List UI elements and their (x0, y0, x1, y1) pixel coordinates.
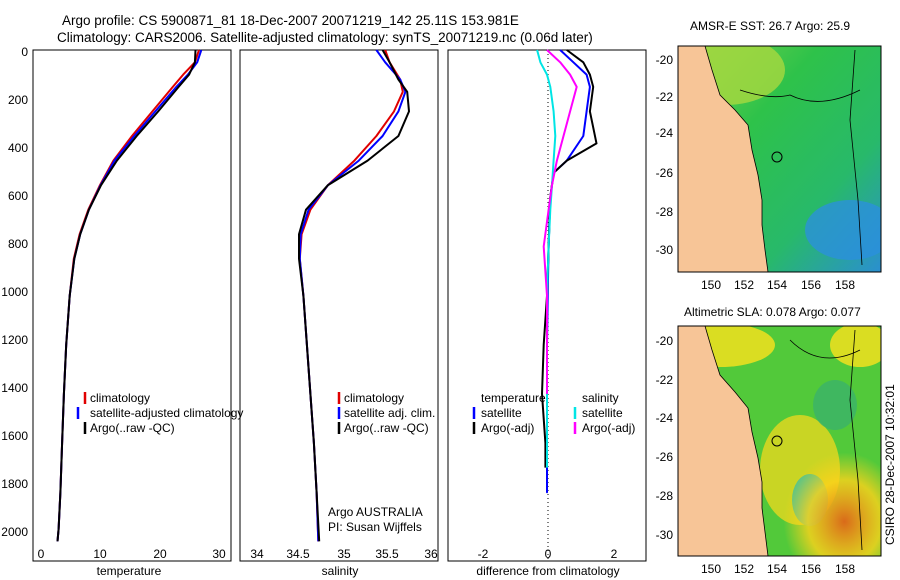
depth-tick-label: 1200 (1, 333, 28, 347)
sal-argo-diff-line (542, 49, 578, 394)
sla-lon-tick: 156 (801, 562, 821, 576)
difference-series (536, 49, 598, 494)
temperature-x-tick: 20 (153, 547, 167, 561)
salinity-x-tick: 35 (337, 547, 351, 561)
temperature-x-tick: 0 (38, 547, 45, 561)
salinity-series (298, 49, 410, 542)
legend-label-sal-argo: Argo(-adj) (582, 421, 635, 435)
salinity-panel-frame (239, 49, 439, 562)
legend-header-salinity: salinity (582, 391, 619, 405)
figure-title-line2: Climatology: CARS2006. Satellite-adjuste… (57, 30, 593, 45)
depth-tick-label: 1600 (1, 429, 28, 443)
salinity-x-tick: 36 (424, 547, 438, 561)
temperature-x-label: temperature (97, 564, 162, 578)
sst-contour (849, 49, 863, 266)
sst-lat-tick: -30 (656, 243, 674, 257)
sst-cool-patch (805, 200, 881, 260)
climatology-line (56, 49, 200, 542)
sla-lat-tick: -30 (656, 528, 674, 542)
legend-label-satellite: satellite adj. clim. (344, 406, 435, 420)
difference-x-tick: 2 (611, 547, 618, 561)
depth-tick-label: 200 (8, 93, 28, 107)
sla-lat-tick: -20 (656, 334, 674, 348)
temperature-panel-frame (32, 49, 232, 562)
credit-organization: Argo AUSTRALIA (328, 505, 423, 519)
sla-map-title: Altimetric SLA: 0.078 Argo: 0.077 (684, 305, 861, 319)
sla-lat-tick: -24 (656, 411, 674, 425)
sst-lat-tick: -24 (656, 126, 674, 140)
depth-tick-label: 1800 (1, 477, 28, 491)
sla-lon-tick: 150 (701, 562, 721, 576)
legend-label-climatology: climatology (344, 391, 404, 405)
sla-contour (789, 339, 861, 359)
sst-lat-tick: -26 (656, 166, 674, 180)
csiro-timestamp: CSIRO 28-Dec-2007 10:32:01 (883, 384, 897, 545)
sst-lat-tick: -22 (656, 90, 674, 104)
depth-tick-label: 1400 (1, 381, 28, 395)
argo-line (298, 49, 410, 542)
depth-tick-label: 0 (21, 45, 28, 59)
sla-lat-tick: -28 (656, 489, 674, 503)
sla-lon-tick: 152 (734, 562, 754, 576)
sla-map (678, 326, 881, 556)
difference-x-label: difference from climatology (476, 564, 619, 578)
sst-lon-tick: 154 (767, 278, 787, 292)
sla-land-australia (678, 326, 769, 556)
difference-legend: temperature satellite Argo(-adj) salinit… (472, 391, 635, 435)
argo-line (56, 49, 197, 542)
legend-label-argo: Argo(..raw -QC) (90, 421, 175, 435)
legend-label-temp-argo: Argo(-adj) (481, 421, 534, 435)
salinity-x-tick: 35.5 (375, 547, 399, 561)
sst-map-frame (677, 45, 882, 273)
depth-tick-label: 400 (8, 141, 28, 155)
legend-label-climatology: climatology (90, 391, 150, 405)
sst-land-australia (678, 46, 769, 272)
salinity-x-tick: 34.5 (286, 547, 310, 561)
temperature-series (56, 49, 203, 542)
sla-lat-tick: -22 (656, 373, 674, 387)
temperature-legend: climatology satellite-adjusted climatolo… (76, 391, 243, 435)
sst-map-title: AMSR-E SST: 26.7 Argo: 25.9 (690, 19, 850, 33)
sst-lat-tick: -28 (656, 205, 674, 219)
temperature-x-tick: 10 (93, 547, 107, 561)
temperature-x-tick: 30 (212, 547, 226, 561)
sst-map (678, 46, 881, 272)
sla-lon-tick: 154 (767, 562, 787, 576)
figure-title-line1: Argo profile: CS 5900871_81 18-Dec-2007 … (62, 13, 519, 28)
credit-pi: PI: Susan Wijffels (328, 520, 422, 534)
legend-label-satellite: satellite-adjusted climatology (90, 406, 243, 420)
sst-lat-tick: -20 (656, 53, 674, 67)
depth-axis: 0 200 400 600 800 1000 1200 1400 1600 18… (1, 45, 28, 539)
depth-tick-label: 2000 (1, 525, 28, 539)
sla-contour (849, 329, 863, 551)
depth-tick-label: 600 (8, 189, 28, 203)
sst-lon-tick: 158 (835, 278, 855, 292)
salinity-x-label: salinity (322, 564, 359, 578)
sla-argo-location (771, 435, 783, 447)
legend-label-argo: Argo(..raw -QC) (344, 421, 429, 435)
sst-lon-tick: 150 (701, 278, 721, 292)
difference-x-tick: -2 (478, 547, 489, 561)
satellite-adjusted-line (56, 49, 203, 542)
sst-contour (739, 89, 861, 102)
salinity-x-tick: 34 (250, 547, 264, 561)
sst-argo-location (771, 151, 783, 163)
sla-lon-tick: 158 (835, 562, 855, 576)
legend-header-temperature: temperature (481, 391, 546, 405)
legend-label-sal-satellite: satellite (582, 406, 623, 420)
salinity-legend: climatology satellite adj. clim. Argo(..… (337, 391, 435, 435)
sst-lon-tick: 156 (801, 278, 821, 292)
sst-lon-tick: 152 (734, 278, 754, 292)
sla-lat-tick: -26 (656, 450, 674, 464)
legend-label-temp-satellite: satellite (481, 406, 522, 420)
sla-map-frame (677, 325, 882, 557)
depth-tick-label: 800 (8, 237, 28, 251)
depth-tick-label: 1000 (1, 285, 28, 299)
